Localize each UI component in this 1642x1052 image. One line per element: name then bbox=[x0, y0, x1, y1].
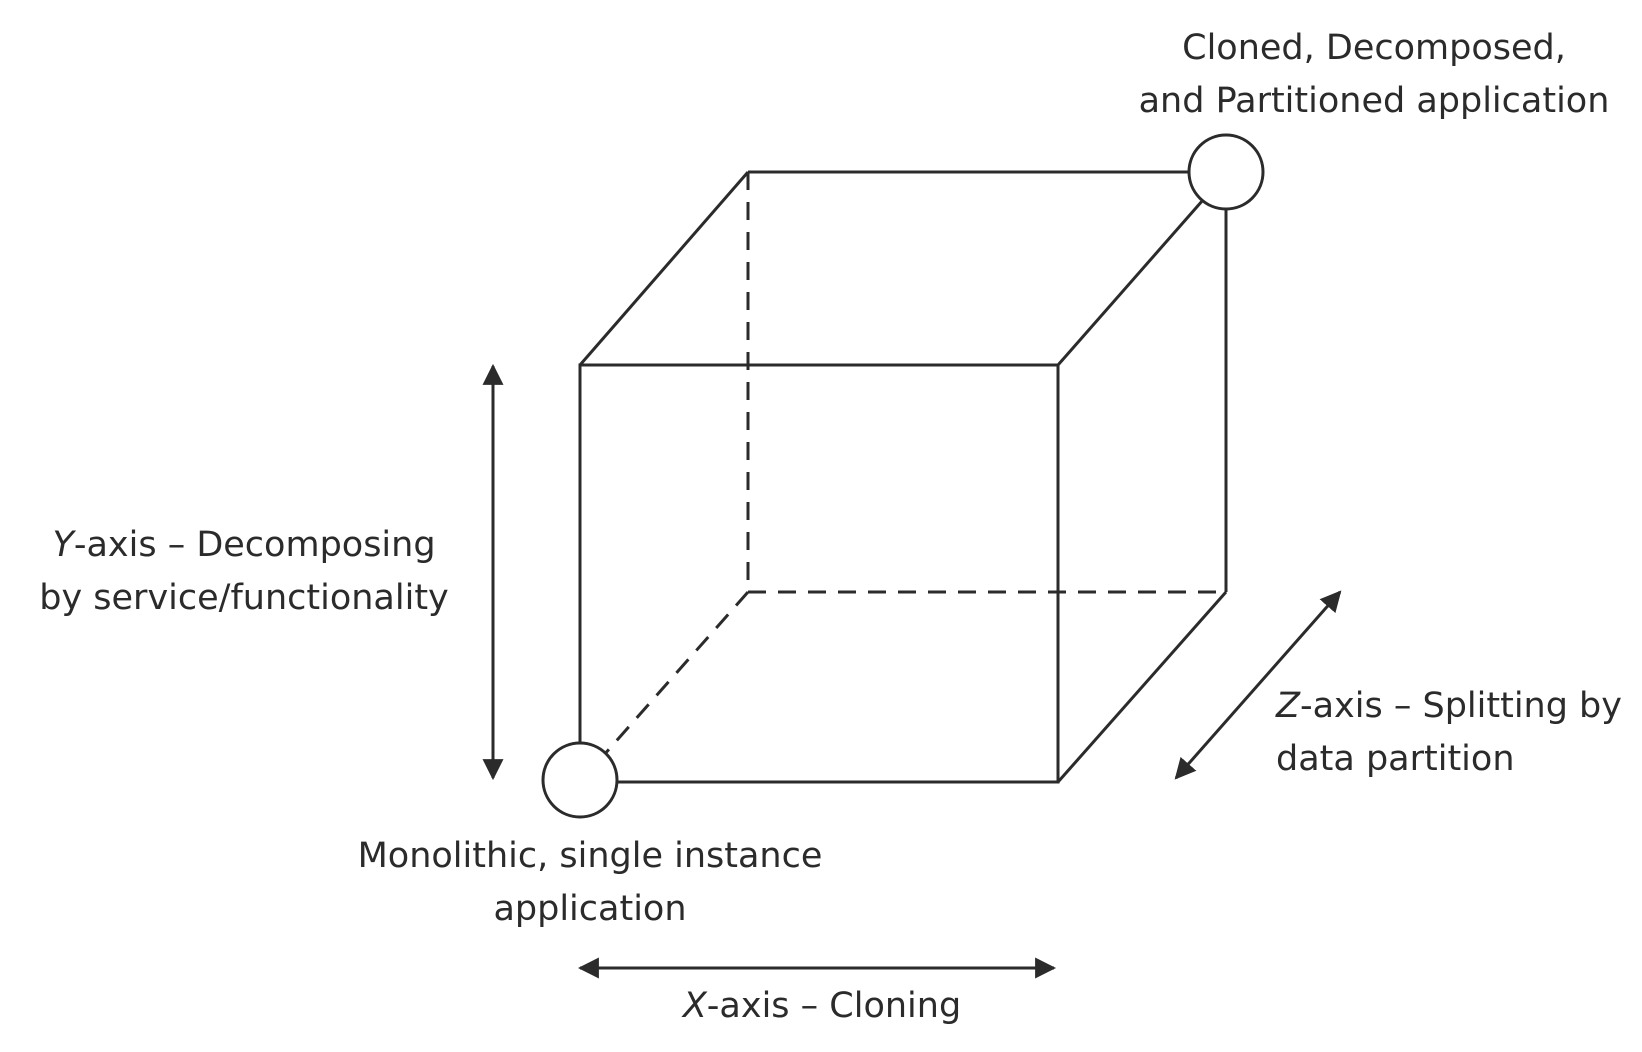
y-axis-label: Y-axis – Decomposing by service/function… bbox=[24, 519, 464, 625]
cube-bottom-right-edge bbox=[1056, 591, 1228, 783]
z-axis-arrow bbox=[1174, 590, 1342, 780]
x-axis-label: X-axis – Cloning bbox=[612, 980, 1032, 1033]
cloned-decomposed-partitioned-label: Cloned, Decomposed, and Partitioned appl… bbox=[1124, 22, 1624, 128]
top-right-label-line1: Cloned, Decomposed, bbox=[1182, 28, 1566, 68]
x-axis-label-rest: -axis – Cloning bbox=[706, 986, 962, 1026]
z-axis-label: Z-axis – Splitting by data partition bbox=[1276, 680, 1636, 786]
z-axis-label-line1: Z-axis – Splitting by bbox=[1276, 680, 1636, 733]
partitioned-node-circle bbox=[1187, 133, 1265, 211]
monolithic-label-line2: application bbox=[493, 889, 687, 929]
x-axis-letter: X bbox=[682, 986, 707, 1026]
monolithic-label-line1: Monolithic, single instance bbox=[357, 836, 823, 876]
x-axis-label-line: X-axis – Cloning bbox=[612, 980, 1032, 1033]
y-axis-letter: Y bbox=[52, 525, 74, 565]
top-right-label-line2: and Partitioned application bbox=[1138, 81, 1610, 121]
monolithic-label: Monolithic, single instance application bbox=[340, 830, 840, 936]
y-axis-label-line1: Y-axis – Decomposing bbox=[24, 519, 464, 572]
z-axis-label-line2: data partition bbox=[1276, 739, 1515, 779]
cube-top-right-edge bbox=[1056, 191, 1212, 366]
z-axis-letter: Z bbox=[1276, 686, 1300, 726]
y-axis-label-line1-rest: -axis – Decomposing bbox=[73, 525, 436, 565]
monolithic-node-circle bbox=[541, 741, 619, 819]
z-axis-label-line1-rest: -axis – Splitting by bbox=[1299, 686, 1622, 726]
cube-top-left-edge bbox=[578, 171, 750, 366]
cube-hidden-edge-depth bbox=[578, 591, 750, 783]
y-axis-label-line2: by service/functionality bbox=[39, 578, 449, 618]
cube-front-face bbox=[578, 363, 1060, 784]
